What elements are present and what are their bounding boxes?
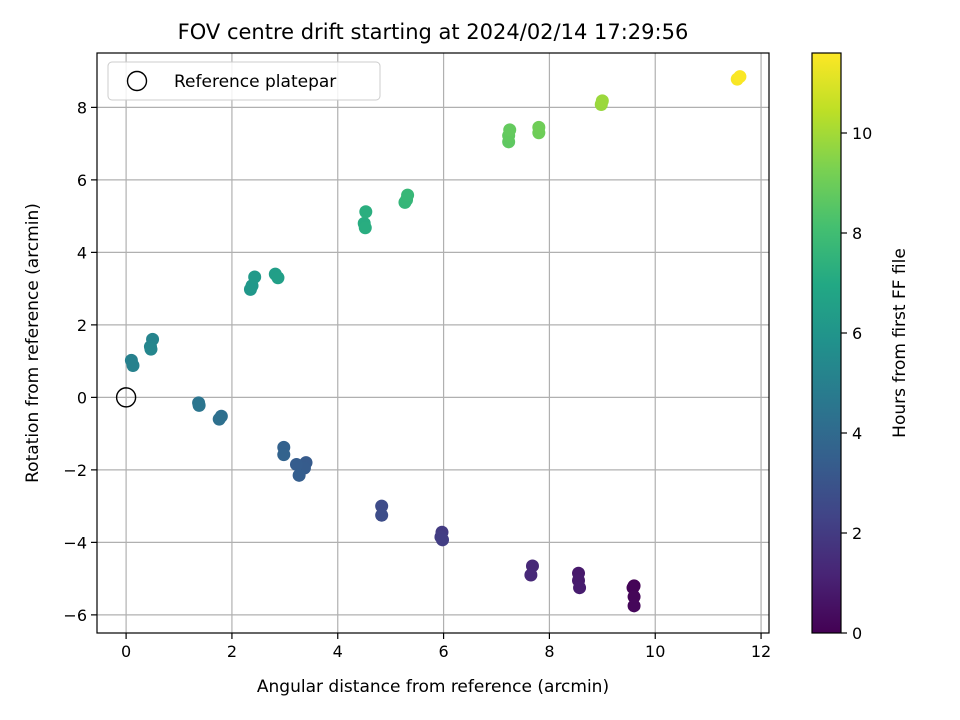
colorbar-tick-label: 10 xyxy=(852,124,872,143)
colorbar-tick-label: 4 xyxy=(852,424,862,443)
y-tick-label: −6 xyxy=(63,606,87,625)
legend-box xyxy=(107,61,381,101)
data-point xyxy=(627,590,641,604)
chart-title: FOV centre drift starting at 2024/02/14 … xyxy=(178,20,689,44)
colorbar-tick-label: 0 xyxy=(852,624,862,643)
y-tick-label: 6 xyxy=(77,171,87,190)
y-tick-label: 4 xyxy=(77,243,87,262)
plot-frame xyxy=(96,52,770,634)
grid xyxy=(97,53,769,633)
colorbar-gradient xyxy=(812,53,841,633)
legend-label: Reference platepar xyxy=(174,72,336,92)
y-tick-label: 8 xyxy=(77,98,87,117)
data-point xyxy=(144,342,158,356)
data-point xyxy=(277,448,291,462)
legend: Reference platepar xyxy=(107,61,381,101)
colorbar-tick-label: 8 xyxy=(852,224,862,243)
data-point xyxy=(358,221,372,235)
x-tick-label: 0 xyxy=(121,642,131,661)
x-tick-label: 4 xyxy=(333,642,343,661)
y-axis-ticks: −6 −4 −2 0 2 4 6 8 xyxy=(63,98,97,625)
data-point xyxy=(289,457,303,471)
y-tick-label: −2 xyxy=(63,461,87,480)
y-tick-label: 2 xyxy=(77,316,87,335)
colorbar-ticks: 0 2 4 6 8 10 xyxy=(841,124,872,643)
reference-platepar-marker xyxy=(115,387,137,408)
data-point xyxy=(359,205,373,219)
data-point xyxy=(375,499,389,513)
x-tick-label: 12 xyxy=(751,642,771,661)
legend-marker xyxy=(126,70,148,92)
data-point xyxy=(192,398,206,412)
x-tick-label: 10 xyxy=(645,642,665,661)
data-points xyxy=(115,70,747,613)
y-axis-label: Rotation from reference (arcmin) xyxy=(23,203,43,483)
data-point xyxy=(436,533,450,547)
data-point xyxy=(375,508,389,522)
data-point xyxy=(212,412,226,426)
data-point xyxy=(126,358,140,372)
x-axis-label: Angular distance from reference (arcmin) xyxy=(257,677,609,697)
y-tick-label: −4 xyxy=(63,533,87,552)
y-tick-label: 0 xyxy=(77,388,87,407)
data-point xyxy=(627,599,641,613)
x-tick-label: 8 xyxy=(544,642,554,661)
colorbar-label: Hours from first FF file xyxy=(890,248,910,438)
colorbar-frame xyxy=(811,52,842,634)
data-point xyxy=(401,188,415,202)
data-point xyxy=(503,123,517,137)
x-tick-label: 2 xyxy=(227,642,237,661)
colorbar-tick-label: 6 xyxy=(852,324,862,343)
x-axis-ticks: 0 2 4 6 8 10 12 xyxy=(121,633,771,661)
data-point xyxy=(532,120,546,134)
colorbar: 0 2 4 6 8 10 Hours from first FF file xyxy=(811,52,910,643)
colorbar-tick-label: 2 xyxy=(852,524,862,543)
data-point xyxy=(524,568,538,582)
data-point xyxy=(733,70,747,84)
data-point xyxy=(248,270,262,284)
data-point xyxy=(595,94,609,108)
x-tick-label: 6 xyxy=(438,642,448,661)
data-point xyxy=(292,468,306,482)
data-point xyxy=(573,581,587,595)
data-point xyxy=(271,271,285,285)
